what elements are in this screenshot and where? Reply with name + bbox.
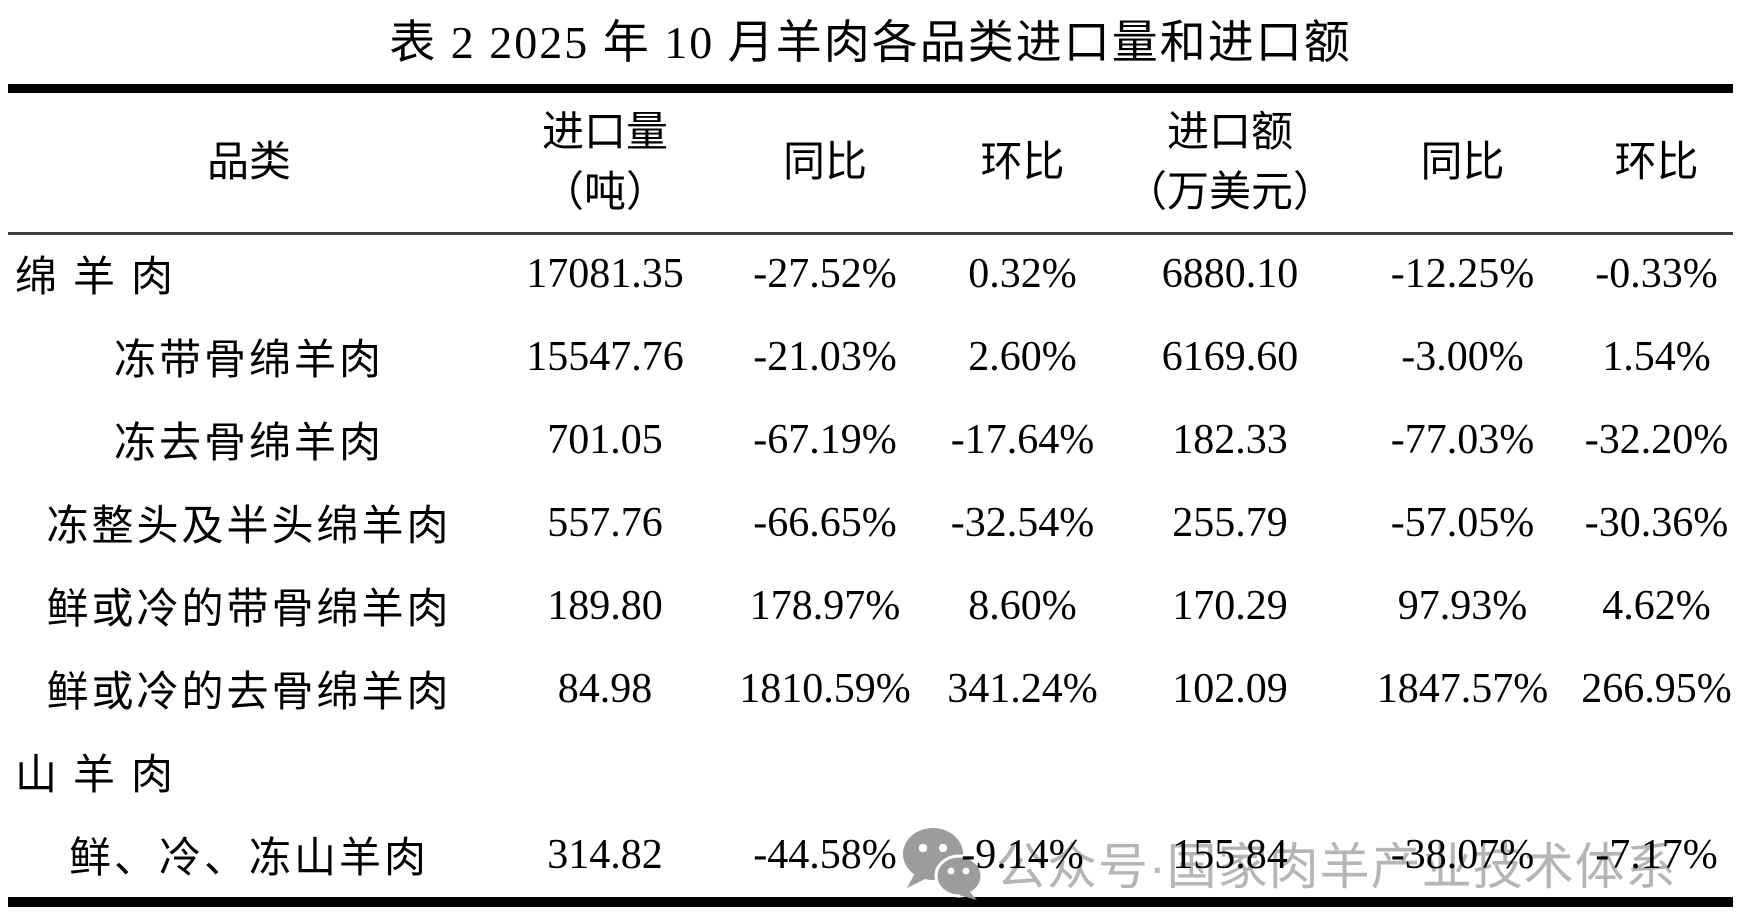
table-row: 鲜或冷的去骨绵羊肉 84.98 1810.59% 341.24% 102.09 … <box>8 647 1733 730</box>
value-cell: 0.32% <box>968 250 1077 297</box>
value-cell: 155.84 <box>1172 831 1288 878</box>
value-cell: 266.95% <box>1581 665 1732 712</box>
value-cell: 102.09 <box>1172 665 1288 712</box>
header-label-unit: （吨） <box>541 169 668 216</box>
value-cell <box>1115 730 1345 813</box>
header-label: 品类 <box>206 139 291 186</box>
value-cell: 341.24% <box>947 665 1098 712</box>
value-cell: 8.60% <box>968 582 1077 629</box>
value-cell: -9.14% <box>961 831 1084 878</box>
header-row: 品类 进口量 （吨） 同比 环比 进口额 （万美元） <box>8 93 1733 232</box>
value-cell: 314.82 <box>547 831 663 878</box>
value-cell: -12.25% <box>1390 250 1535 297</box>
value-cell: 6880.10 <box>1161 250 1299 297</box>
wechat-icon <box>903 828 984 900</box>
header-label: 进口量 <box>541 109 668 156</box>
value-cell: -66.65% <box>753 499 897 546</box>
bottom-rule <box>8 897 1733 907</box>
header-volume-mom: 环比 <box>930 93 1115 232</box>
value-cell: -57.05% <box>1390 499 1535 546</box>
value-cell: 15547.76 <box>526 333 684 380</box>
header-value-yoy: 同比 <box>1345 93 1580 232</box>
value-cell <box>930 730 1115 813</box>
value-cell: -32.54% <box>950 499 1095 546</box>
header-import-value: 进口额 （万美元） <box>1115 93 1345 232</box>
category-cell: 冻带骨绵羊肉 <box>113 338 384 384</box>
value-cell: 170.29 <box>1172 582 1288 629</box>
watermark: 公众号·国家肉羊产业技术体系 <box>900 824 1677 902</box>
top-rule <box>8 84 1733 93</box>
category-cell: 鲜、冷、冻山羊肉 <box>68 836 429 882</box>
category-cell: 鲜或冷的带骨绵羊肉 <box>46 587 452 633</box>
table-row: 冻带骨绵羊肉 15547.76 -21.03% 2.60% 6169.60 -3… <box>8 315 1733 398</box>
value-cell: 84.98 <box>557 665 653 712</box>
value-cell: -3.00% <box>1401 333 1524 380</box>
table-row: 鲜、冷、冻山羊肉 314.82 -44.58% -9.14% 155.84 -3… <box>8 813 1733 896</box>
value-cell: -0.33% <box>1595 250 1718 297</box>
header-volume-yoy: 同比 <box>720 93 930 232</box>
table-row: 冻去骨绵羊肉 701.05 -67.19% -17.64% 182.33 -77… <box>8 398 1733 481</box>
table-header: 品类 进口量 （吨） 同比 环比 进口额 （万美元） <box>8 93 1733 232</box>
value-cell <box>1580 730 1733 813</box>
value-cell: -21.03% <box>753 333 897 380</box>
table-row: 绵羊肉 17081.35 -27.52% 0.32% 6880.10 -12.2… <box>8 232 1733 315</box>
header-label: 同比 <box>1420 139 1505 186</box>
header-divider-rule <box>8 232 1733 235</box>
header-label-unit: （万美元） <box>1124 169 1335 216</box>
value-cell: 178.97% <box>749 582 901 629</box>
value-cell: 557.76 <box>547 499 663 546</box>
category-cell: 鲜或冷的去骨绵羊肉 <box>46 670 452 716</box>
value-cell: -7.17% <box>1595 831 1718 878</box>
table-row: 鲜或冷的带骨绵羊肉 189.80 178.97% 8.60% 170.29 97… <box>8 564 1733 647</box>
value-cell: 17081.35 <box>526 250 684 297</box>
page-title: 表 2 2025 年 10 月羊肉各品类进口量和进口额 <box>389 17 1352 68</box>
value-cell: 255.79 <box>1172 499 1288 546</box>
category-cell: 冻去骨绵羊肉 <box>113 421 384 467</box>
header-label: 环比 <box>980 139 1065 186</box>
value-cell: 182.33 <box>1172 416 1288 463</box>
value-cell: 2.60% <box>968 333 1077 380</box>
value-cell: 1.54% <box>1602 333 1711 380</box>
value-cell: -17.64% <box>950 416 1095 463</box>
value-cell: -38.07% <box>1390 831 1535 878</box>
table-row: 山羊肉 <box>8 730 1733 813</box>
header-value-mom: 环比 <box>1580 93 1733 232</box>
value-cell: 189.80 <box>547 582 663 629</box>
value-cell <box>720 730 930 813</box>
header-import-volume: 进口量 （吨） <box>490 93 720 232</box>
table-body: 绵羊肉 17081.35 -27.52% 0.32% 6880.10 -12.2… <box>8 232 1733 896</box>
header-category: 品类 <box>8 93 490 232</box>
category-cell: 山羊肉 <box>15 753 190 799</box>
watermark-text: 公众号·国家肉羊产业技术体系 <box>996 839 1677 895</box>
value-cell: 701.05 <box>547 416 663 463</box>
value-cell: 1810.59% <box>739 665 911 712</box>
header-label: 环比 <box>1614 139 1699 186</box>
value-cell <box>1345 730 1580 813</box>
value-cell: -27.52% <box>753 250 897 297</box>
value-cell: 4.62% <box>1602 582 1711 629</box>
header-label: 同比 <box>782 139 867 186</box>
table-row: 冻整头及半头绵羊肉 557.76 -66.65% -32.54% 255.79 … <box>8 481 1733 564</box>
import-table: 品类 进口量 （吨） 同比 环比 进口额 （万美元） <box>8 93 1733 896</box>
value-cell: -30.36% <box>1584 499 1729 546</box>
value-cell: 97.93% <box>1397 582 1528 629</box>
value-cell <box>490 730 720 813</box>
value-cell: 6169.60 <box>1161 333 1299 380</box>
value-cell: 1847.57% <box>1376 665 1549 712</box>
value-cell: -77.03% <box>1390 416 1535 463</box>
value-cell: -67.19% <box>753 416 897 463</box>
category-cell: 冻整头及半头绵羊肉 <box>46 504 452 550</box>
value-cell: -44.58% <box>753 831 897 878</box>
value-cell: -32.20% <box>1584 416 1729 463</box>
category-cell: 绵羊肉 <box>15 255 190 301</box>
header-label: 进口额 <box>1166 109 1293 156</box>
